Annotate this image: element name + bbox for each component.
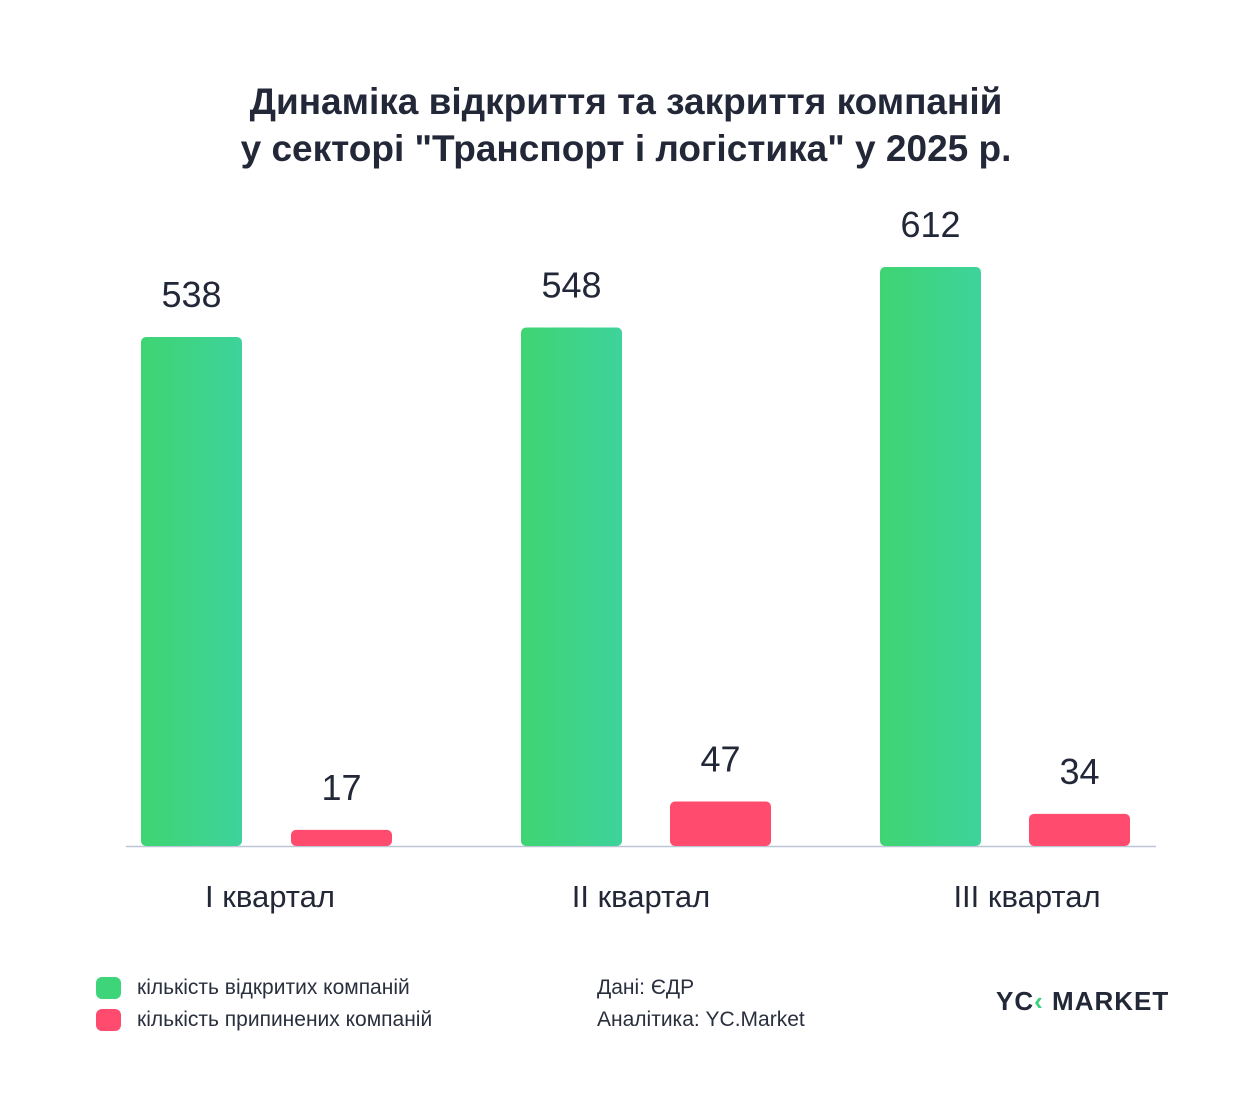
data-label: 612 — [900, 204, 960, 245]
bar-opened — [880, 267, 981, 846]
legend-swatch-red — [96, 1009, 121, 1031]
legend-item-closed: кількість припинених компаній — [96, 1004, 432, 1036]
analytics-source: Аналітика: YC.Market — [597, 1008, 805, 1031]
bar-opened — [521, 327, 622, 846]
data-source: Дані: ЄДР — [597, 976, 695, 999]
data-label: 17 — [321, 767, 361, 808]
data-label: 47 — [700, 739, 740, 780]
bar-opened — [141, 337, 242, 846]
x-tick-label: I квартал — [205, 879, 335, 914]
legend: кількість відкритих компаній кількість п… — [96, 972, 432, 1036]
title-line-1: Динаміка відкриття та закриття компаній — [249, 81, 1003, 122]
source-note: Дані: ЄДР Аналітика: YC.Market — [597, 972, 805, 1036]
legend-label: кількість відкритих компаній — [137, 976, 410, 999]
bar-closed — [291, 829, 392, 846]
x-tick-label: II квартал — [572, 879, 711, 914]
data-label: 548 — [541, 265, 601, 306]
data-label: 34 — [1059, 751, 1099, 792]
bar-closed — [1029, 813, 1130, 846]
title-line-2: у секторі "Транспорт і логістика" у 2025… — [240, 128, 1012, 169]
bar-closed — [670, 801, 771, 846]
data-label: 538 — [161, 274, 221, 315]
chart-title: Динаміка відкриття та закриття компаній … — [0, 78, 1252, 172]
legend-swatch-green — [96, 977, 121, 999]
yc-market-logo: YC‹ MARKET — [996, 986, 1170, 1016]
legend-item-opened: кількість відкритих компаній — [96, 972, 432, 1004]
legend-label: кількість припинених компаній — [137, 1008, 433, 1031]
x-tick-label: III квартал — [953, 879, 1100, 914]
